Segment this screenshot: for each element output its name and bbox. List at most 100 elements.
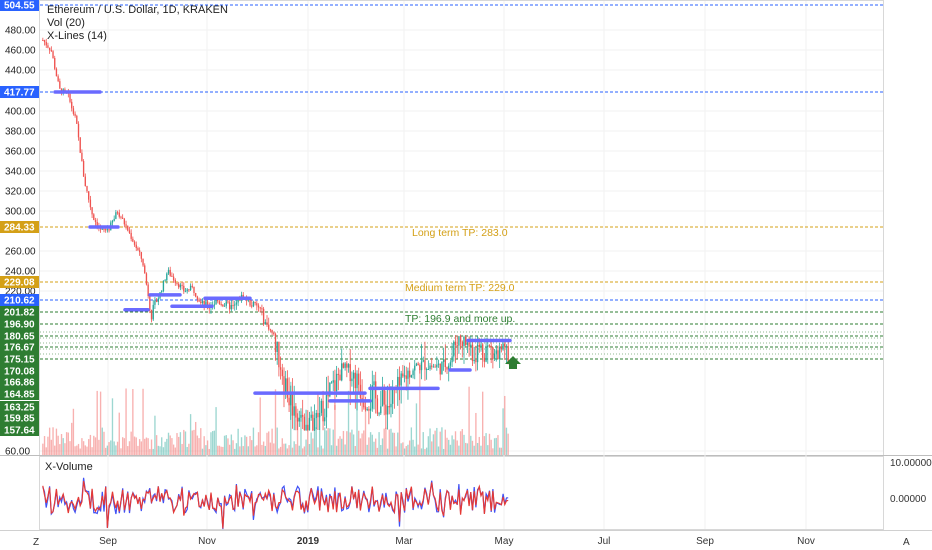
volume-bar [356, 394, 358, 455]
volume-bar [495, 437, 497, 455]
candle-body [490, 345, 492, 348]
candles [42, 37, 509, 432]
volume-bar [89, 434, 92, 455]
price-badge [0, 221, 39, 233]
candle-body [57, 76, 59, 82]
candle-body [50, 50, 53, 52]
candle-body [74, 113, 76, 116]
candle-body [483, 357, 486, 362]
candle-body [296, 417, 299, 422]
candle-body [429, 365, 431, 369]
volume-bar [471, 440, 474, 455]
volume-bar [256, 445, 258, 455]
candle-body [55, 68, 58, 77]
candle-body [178, 283, 180, 288]
candle-body [281, 369, 283, 377]
price-tick-label: 460.00 [5, 46, 36, 57]
volume-bar [218, 445, 221, 455]
volume-bar [94, 437, 97, 455]
volume-bar [247, 446, 250, 455]
candle-body [257, 305, 260, 308]
xlines-legend[interactable]: X-Lines (14) [47, 30, 107, 42]
volume-bar [361, 433, 363, 455]
volume-bar [273, 443, 275, 455]
volume-bar [88, 439, 90, 455]
price-badge-label: 176.67 [4, 343, 35, 354]
volume-bar [259, 397, 261, 455]
candle-body [349, 364, 351, 382]
volume-bar [439, 431, 441, 455]
volume-bar [251, 440, 253, 455]
volume-bar [137, 445, 139, 455]
volume-bar [261, 444, 263, 455]
candle-body [293, 406, 295, 416]
volume-bar [169, 435, 171, 455]
volume-bar [391, 432, 394, 455]
candle-body [324, 417, 326, 422]
volume-bar [223, 435, 226, 455]
volume-bar [48, 427, 51, 455]
candle-body [54, 58, 56, 69]
volume-bar [128, 441, 131, 455]
candle-body [235, 302, 238, 305]
volume-bar [138, 439, 141, 455]
candle-body [264, 322, 266, 325]
xvolume-label[interactable]: X-Volume [45, 461, 93, 473]
time-tick-label: Mar [395, 536, 413, 547]
candle-body [412, 370, 414, 376]
volume-bar [50, 439, 53, 455]
volume-bar [300, 411, 302, 455]
zoom-corner-icon[interactable]: Z [33, 537, 39, 548]
candle-body [446, 367, 448, 370]
volume-bar [91, 447, 93, 455]
candle-body [106, 229, 109, 231]
volume-bar [232, 440, 234, 455]
candle-body [351, 378, 353, 382]
volume-bar [417, 444, 419, 455]
candle-body [380, 406, 382, 414]
candle-body [376, 398, 379, 414]
time-tick-label: Nov [797, 536, 815, 547]
candle-body [290, 392, 292, 406]
candle-body [268, 324, 270, 330]
candle-body [232, 305, 234, 307]
candle-body [183, 285, 185, 292]
candle-body [386, 406, 389, 415]
volume-bar [351, 429, 353, 455]
candle-body [315, 412, 317, 419]
candle-body [466, 342, 469, 345]
volume-bar [412, 439, 414, 455]
volume-bar [239, 446, 241, 455]
annotation-label: Long term TP: 283.0 [412, 227, 508, 239]
volume-bar [301, 448, 304, 455]
candle-body [191, 285, 193, 287]
volume-bar [368, 437, 370, 455]
volume-bar [205, 445, 207, 455]
auto-scale-icon[interactable]: A [903, 537, 910, 548]
volume-bar [364, 406, 367, 455]
price-badge [0, 412, 39, 424]
candle-body [200, 301, 202, 304]
candle-body [120, 216, 122, 218]
candle-body [113, 218, 115, 221]
candle-body [181, 284, 183, 286]
candle-body [225, 301, 227, 306]
candle-body [383, 388, 385, 405]
volume-bar [189, 414, 192, 455]
candle-body [417, 363, 419, 366]
candle-body [259, 307, 261, 309]
volume-bar [174, 447, 176, 455]
candle-body [261, 308, 263, 310]
volume-bar [456, 440, 458, 455]
volume-bar [492, 448, 494, 455]
volume-bar [186, 446, 188, 455]
candle-body [48, 47, 51, 51]
candle-body [437, 363, 440, 365]
vol-legend[interactable]: Vol (20) [47, 17, 85, 29]
volume-bar [337, 438, 340, 455]
volume-bar [130, 431, 132, 455]
price-tick-label: 360.00 [5, 147, 36, 158]
volume-bar [349, 432, 351, 455]
volume-bar [84, 445, 86, 455]
